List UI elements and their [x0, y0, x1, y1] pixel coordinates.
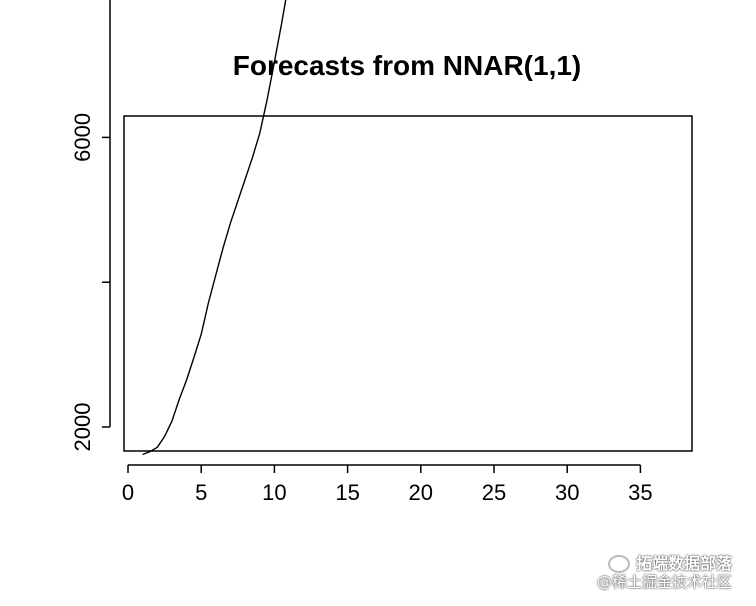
y-axis: 2000600010000	[70, 0, 111, 452]
y-tick-label: 6000	[70, 113, 95, 162]
x-tick-label: 20	[409, 480, 433, 505]
watermark: 拓端数据部落 @稀土掘金技术社区	[597, 554, 732, 593]
watermark-line2: @稀土掘金技术社区	[596, 573, 732, 591]
x-tick-label: 35	[628, 480, 652, 505]
x-tick-label: 25	[482, 480, 506, 505]
watermark-line1: 拓端数据部落	[635, 553, 732, 573]
x-tick-label: 15	[335, 480, 359, 505]
x-tick-label: 0	[122, 480, 134, 505]
plot-frame	[123, 115, 693, 452]
x-tick-label: 10	[262, 480, 286, 505]
x-tick-label: 30	[555, 480, 579, 505]
wechat-icon	[607, 555, 630, 573]
x-axis: 0 5 10 15 20 25 30 35	[122, 464, 653, 505]
y-tick-label: 2000	[70, 403, 95, 452]
series-layer	[142, 0, 287, 456]
x-tick-label: 5	[195, 480, 207, 505]
series-observed-line	[142, 0, 287, 456]
chart-title: Forecasts from NNAR(1,1)	[233, 50, 582, 81]
